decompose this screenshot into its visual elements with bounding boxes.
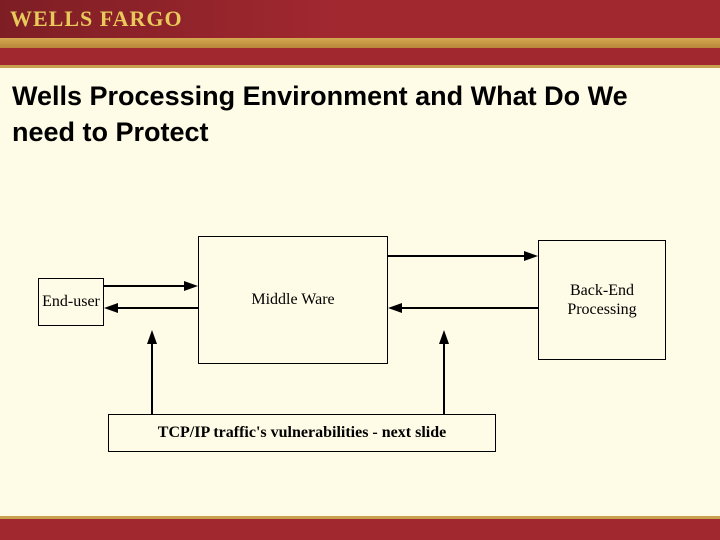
node-tcp-label: TCP/IP traffic's vulnerabilities - next … xyxy=(158,424,446,442)
node-tcp-vulnerabilities: TCP/IP traffic's vulnerabilities - next … xyxy=(108,414,496,452)
footer-band xyxy=(0,516,720,540)
node-middleware: Middle Ware xyxy=(198,236,388,364)
node-enduser: End-user xyxy=(38,278,104,326)
flow-diagram: End-user Middle Ware Back-End Processing… xyxy=(0,0,720,540)
node-backend: Back-End Processing xyxy=(538,240,666,360)
node-enduser-label: End-user xyxy=(42,293,100,311)
node-backend-label: Back-End Processing xyxy=(539,281,665,319)
node-middleware-label: Middle Ware xyxy=(251,291,334,309)
